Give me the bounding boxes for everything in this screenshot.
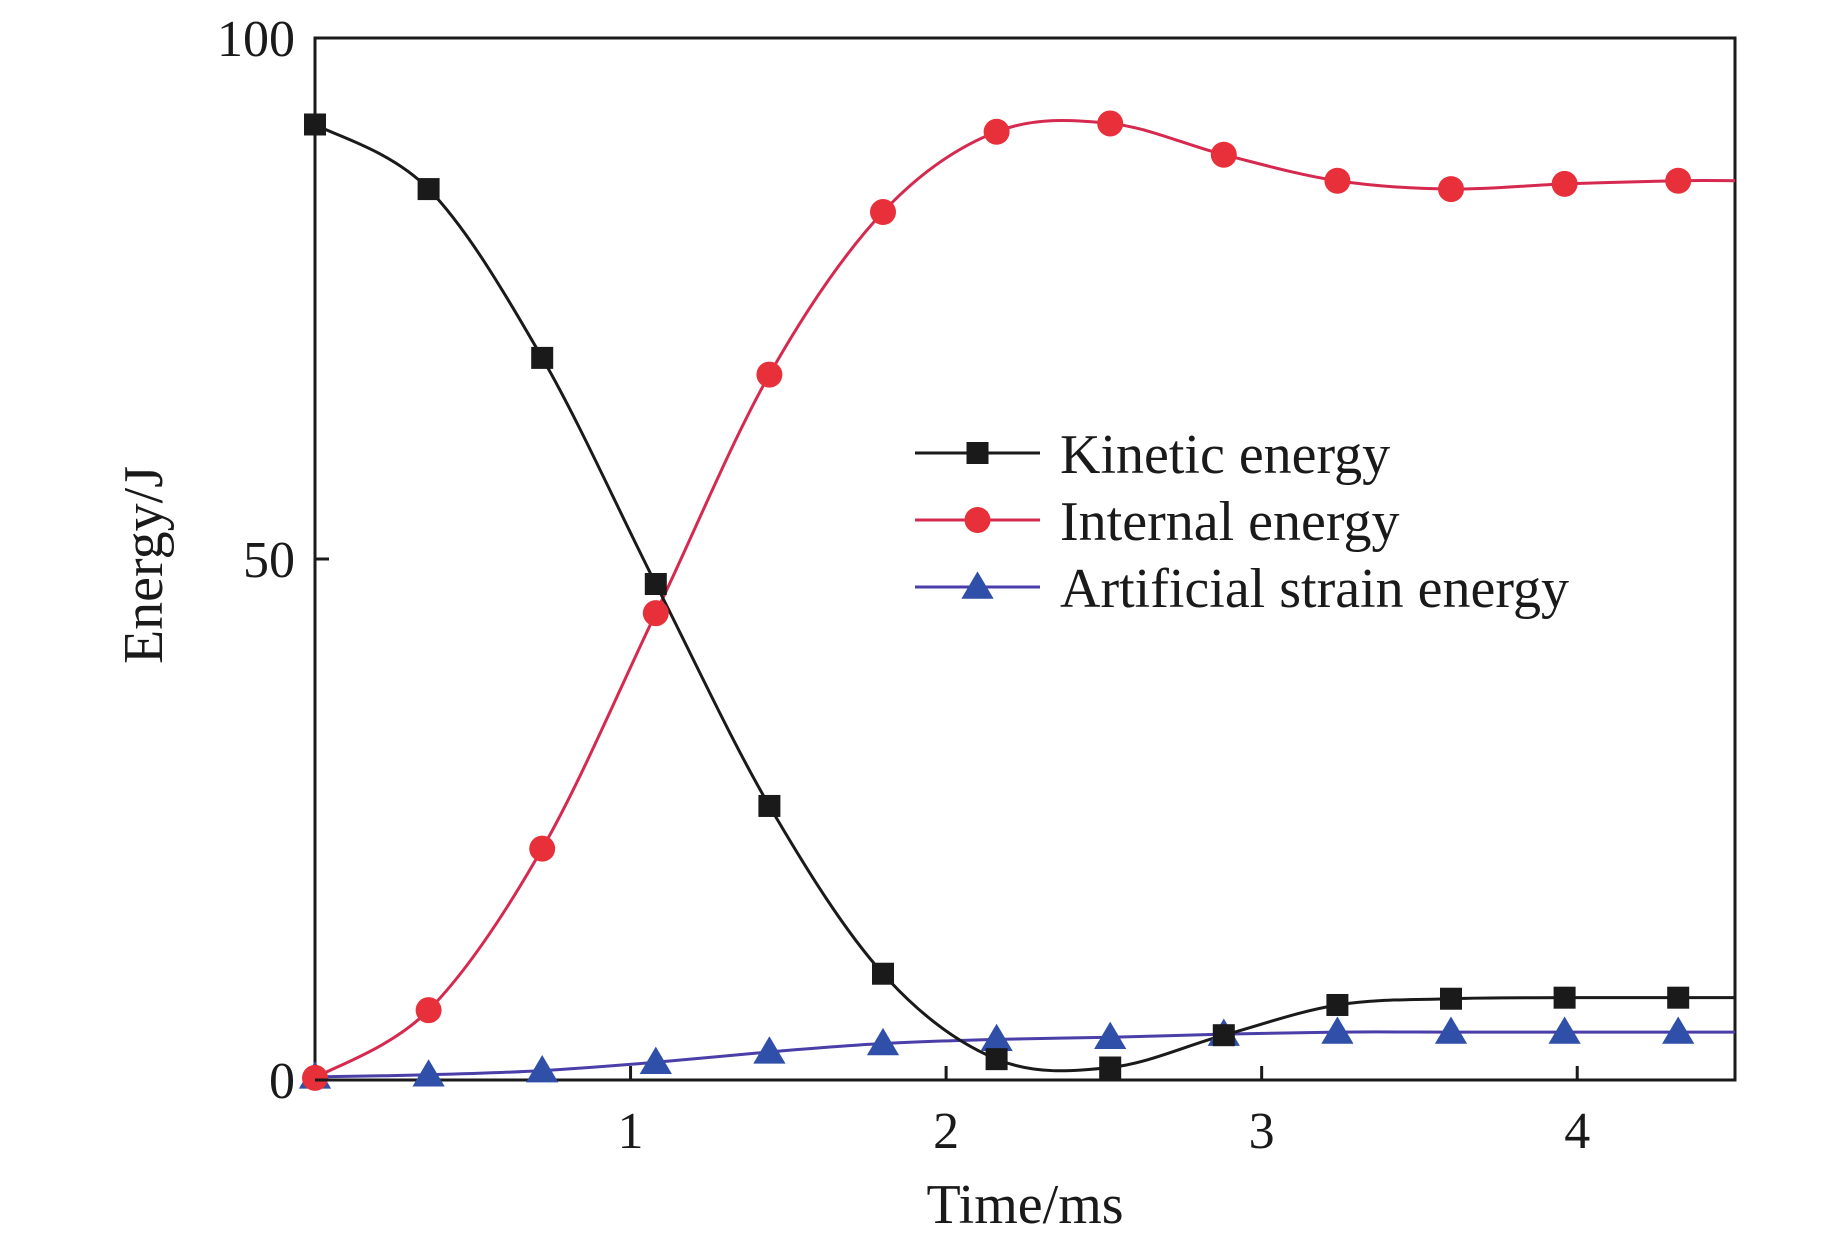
axis-ticks [315, 36, 1579, 1082]
point-kinetic-energy-5 [872, 962, 894, 985]
point-artificial-strain-energy-6 [980, 1023, 1013, 1052]
legend-label-kinetic-energy: Kinetic energy [1060, 424, 1390, 486]
y-tick-label-50: 50 [243, 532, 295, 589]
x-tick-label-2: 2 [933, 1103, 959, 1160]
point-internal-energy-8 [1210, 141, 1237, 168]
point-kinetic-energy-9 [1326, 993, 1349, 1016]
legend-marker-kinetic-energy [966, 442, 989, 464]
point-internal-energy-9 [1324, 167, 1351, 194]
point-kinetic-energy-4 [758, 794, 781, 817]
point-artificial-strain-energy-7 [1094, 1021, 1127, 1049]
x-tick-label-3: 3 [1249, 1103, 1275, 1160]
point-artificial-strain-energy-3 [639, 1046, 672, 1074]
point-kinetic-energy-1 [417, 178, 440, 201]
point-artificial-strain-energy-2 [526, 1055, 559, 1083]
point-internal-energy-11 [1551, 170, 1578, 197]
point-internal-energy-4 [756, 361, 783, 388]
point-kinetic-energy-7 [1099, 1056, 1122, 1079]
point-artificial-strain-energy-11 [1548, 1016, 1581, 1044]
x-tick-label-4: 4 [1564, 1103, 1590, 1160]
point-internal-energy-2 [529, 835, 556, 862]
point-kinetic-energy-0 [304, 113, 326, 136]
point-kinetic-energy-11 [1553, 986, 1576, 1009]
point-internal-energy-6 [983, 118, 1010, 145]
series-markers [298, 110, 1695, 1091]
point-internal-energy-10 [1438, 176, 1464, 203]
point-internal-energy-3 [642, 600, 669, 627]
point-artificial-strain-energy-4 [753, 1036, 786, 1064]
point-artificial-strain-energy-5 [866, 1027, 900, 1056]
point-kinetic-energy-10 [1440, 987, 1462, 1010]
axis-tick-labels: 1 2 3 4 0 50 100 [217, 11, 1590, 1160]
point-internal-energy-7 [1097, 110, 1124, 137]
y-axis-title: Energy/J [113, 466, 175, 664]
point-artificial-strain-energy-9 [1321, 1016, 1354, 1044]
point-kinetic-energy-6 [985, 1048, 1008, 1071]
x-tick-label-1: 1 [618, 1103, 644, 1160]
point-kinetic-energy-3 [644, 573, 667, 596]
y-tick-label-0: 0 [269, 1053, 295, 1110]
legend-label-internal-energy: Internal energy [1060, 491, 1399, 553]
series-line-artificial-strain-energy [314, 1030, 1735, 1079]
legend-label-artificial-strain-energy: Artificial strain energy [1060, 558, 1569, 620]
point-kinetic-energy-12 [1667, 986, 1690, 1009]
x-axis-title: Time/ms [926, 1174, 1123, 1236]
point-artificial-strain-energy-12 [1662, 1016, 1695, 1044]
point-internal-energy-1 [415, 997, 442, 1024]
point-kinetic-energy-2 [531, 346, 554, 369]
legend-marker-artificial-strain-energy [961, 571, 994, 599]
point-artificial-strain-energy-1 [412, 1059, 445, 1087]
point-kinetic-energy-8 [1212, 1024, 1235, 1047]
point-internal-energy-5 [870, 199, 896, 226]
point-internal-energy-12 [1665, 167, 1692, 194]
legend-marker-internal-energy [964, 507, 991, 533]
point-internal-energy-0 [302, 1064, 328, 1091]
point-artificial-strain-energy-10 [1434, 1016, 1468, 1044]
y-tick-label-100: 100 [217, 11, 295, 68]
